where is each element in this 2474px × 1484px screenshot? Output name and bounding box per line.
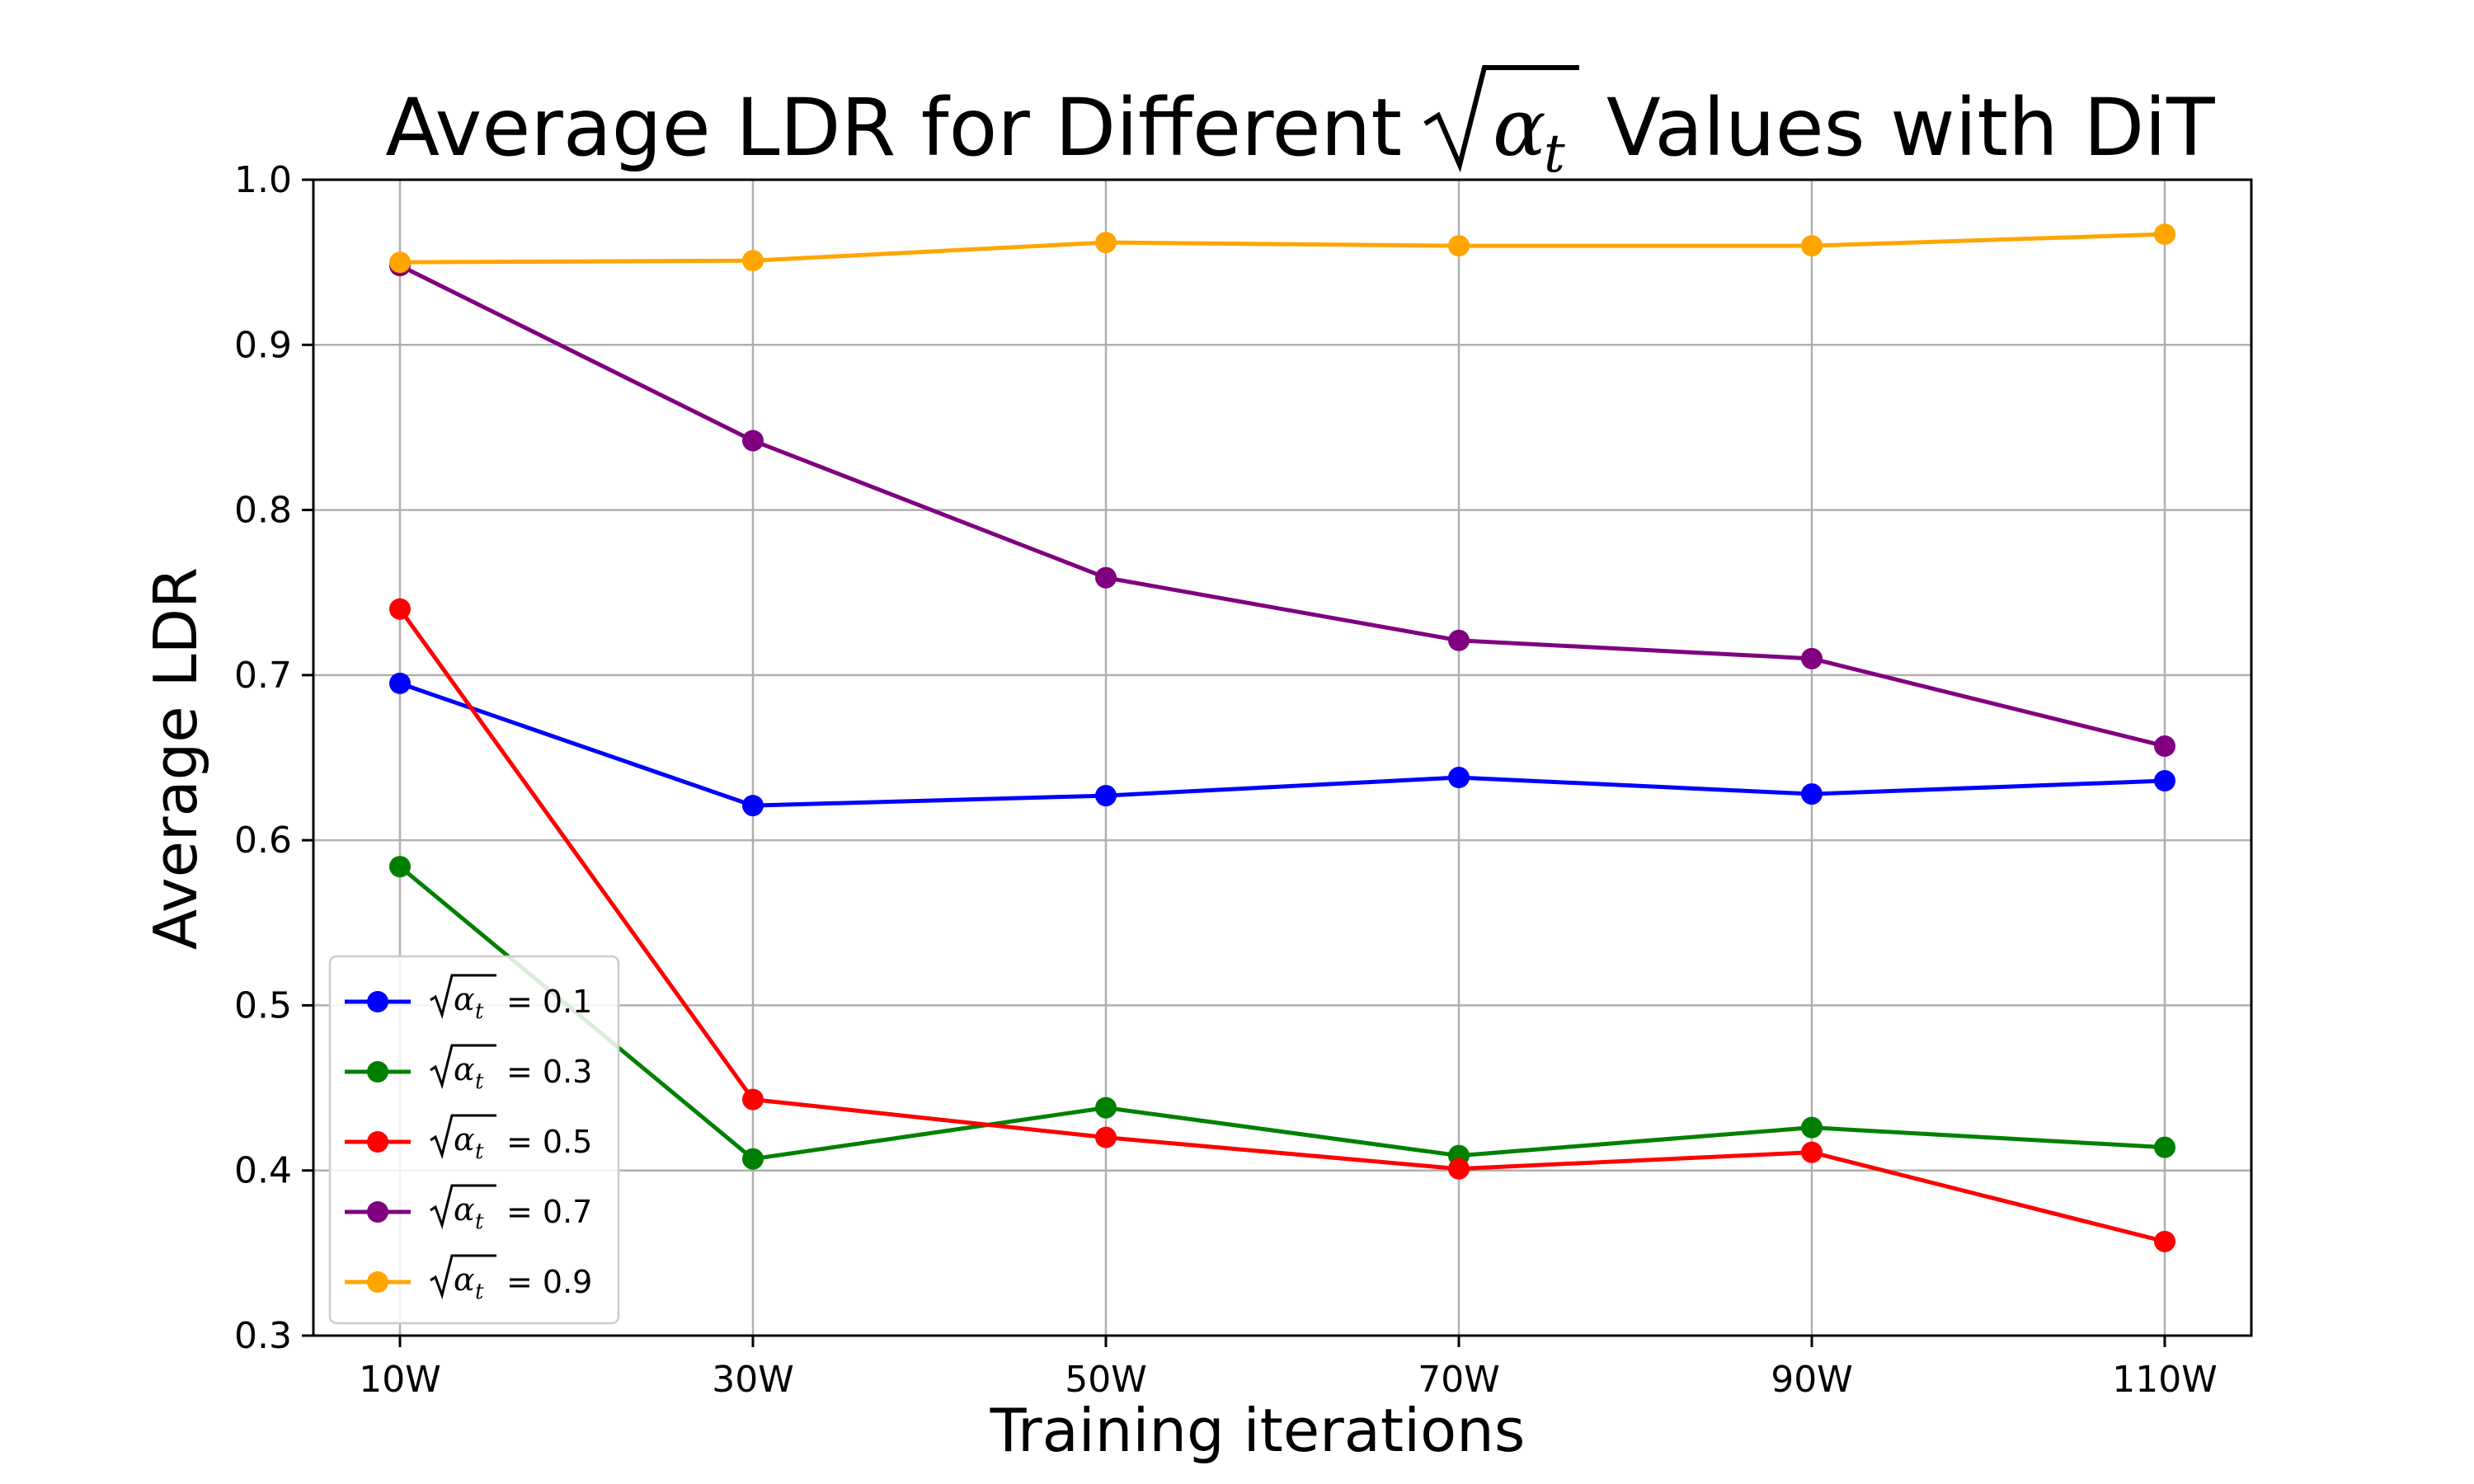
title-sqrt-sign [1423,65,1579,173]
legend-label: = 0.7 [506,1194,592,1230]
data-point [1095,1126,1117,1148]
series-5 [389,223,2175,274]
data-point [1095,1097,1117,1119]
data-point [1448,767,1470,789]
data-point [1095,232,1117,254]
series-2 [389,856,2175,1170]
legend-marker [367,1201,388,1223]
data-point [1801,1141,1823,1163]
legend-math-subscript: t [475,999,484,1024]
data-series [389,223,2175,1252]
y-tick-label: 0.5 [234,984,292,1026]
legend-math-symbol: α [454,1121,475,1158]
x-tick-label: 10W [359,1359,441,1401]
data-point [2154,223,2175,246]
series-1 [389,672,2175,817]
x-tick-label: 110W [2112,1359,2218,1401]
series-line [399,232,2166,265]
series-line [398,865,2166,1162]
data-point [742,1088,764,1111]
legend-entry: α t = 0.9 [345,1254,592,1304]
series-3 [389,598,2175,1252]
y-tick-label: 0.4 [234,1150,292,1192]
legend-marker [367,991,388,1012]
y-tick-label: 0.7 [234,655,292,697]
x-tick-label: 30W [712,1359,794,1401]
data-point [2154,770,2175,792]
x-axis-ticks: 10W 30W 50W 70W 90W 110W [359,1336,2218,1401]
legend-entry: α t = 0.1 [345,974,592,1024]
legend-entry: α t = 0.3 [345,1044,592,1094]
legend-label: = 0.9 [506,1264,592,1300]
data-point [1801,1116,1823,1139]
data-point [389,672,411,694]
series-line [398,263,2166,749]
data-point [1801,235,1823,257]
chart-title: Average LDR for Different α t Values wit… [385,65,2215,185]
data-point [742,250,764,272]
data-point [742,795,764,817]
data-point [1801,647,1823,669]
legend-marker [367,1271,388,1293]
data-point [2154,735,2175,757]
data-point [1448,235,1470,257]
legend-sqrt-sign [430,1254,496,1300]
y-tick-label: 0.9 [234,324,292,366]
legend-label: = 0.5 [506,1124,592,1160]
data-point [742,1148,764,1170]
legend-entry: α t = 0.5 [345,1114,592,1164]
legend-entry: α t = 0.7 [345,1184,592,1234]
legend-sqrt-sign [430,1044,496,1090]
legend-sqrt-sign [430,1114,496,1160]
title-math-symbol: α [1493,82,1546,174]
legend-label: = 0.3 [506,1054,592,1090]
data-point [389,251,411,274]
x-axis-label: Training iterations [990,1396,1526,1465]
y-tick-label: 0.3 [234,1315,292,1357]
legend-math-symbol: α [454,1261,475,1298]
legend-marker [367,1131,388,1153]
data-point [1448,629,1470,651]
legend-math-subscript: t [475,1069,484,1094]
x-tick-label: 90W [1771,1359,1853,1401]
title-prefix: Average LDR for Different [385,82,1402,174]
data-point [1448,1158,1470,1180]
title-suffix: Values with DiT [1606,82,2215,174]
legend-box [328,955,620,1325]
y-tick-label: 0.6 [234,819,292,862]
series-line [399,681,2166,808]
plot-area-frame [312,178,2253,1337]
data-point [1095,785,1117,807]
y-tick-label: 1.0 [234,159,292,201]
y-axis-label: Average LDR [141,567,210,950]
legend-math-symbol: α [454,981,475,1017]
legend-sqrt-sign [430,1184,496,1230]
legend-label: = 0.1 [506,984,592,1020]
x-tick-label: 50W [1065,1359,1147,1401]
title-math-subscript: t [1544,124,1565,185]
data-point [2154,1136,2175,1158]
y-tick-label: 0.8 [234,490,292,532]
series-line [397,608,2166,1244]
x-tick-label: 70W [1418,1359,1500,1401]
data-point [2154,1230,2175,1252]
legend: α t = 0.1α t = 0.3α t = 0.5α t = 0.7α t = 0.9 [328,955,620,1325]
data-point [389,856,411,878]
data-point [742,430,764,452]
legend-marker [367,1061,388,1082]
legend-math-symbol: α [454,1051,475,1087]
legend-math-subscript: t [475,1209,484,1234]
legend-math-subscript: t [475,1280,484,1304]
legend-math-subscript: t [475,1139,484,1164]
y-axis-ticks: 0.3 0.4 0.5 0.6 0.7 0.8 0.9 1.0 [234,159,313,1357]
legend-sqrt-sign [430,974,496,1020]
data-point [389,598,411,620]
legend-math-symbol: α [454,1191,475,1228]
data-point [1801,783,1823,805]
data-point [1095,566,1117,589]
